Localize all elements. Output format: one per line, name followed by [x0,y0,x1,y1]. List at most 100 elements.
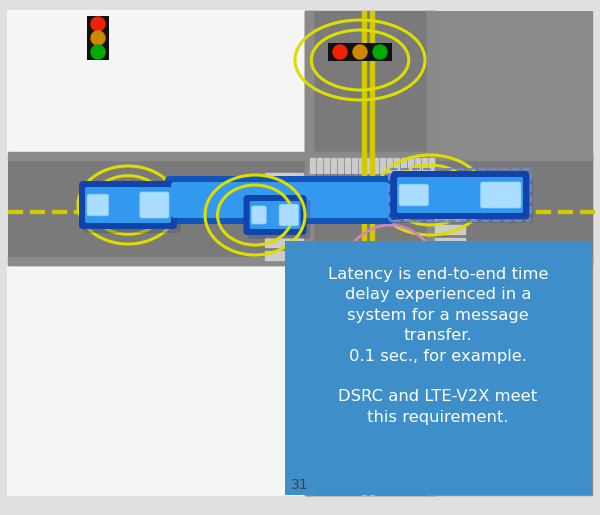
Bar [228,210,242,213]
Bar [317,248,322,263]
Circle shape [91,45,105,59]
Bar [52,210,66,213]
Bar [331,248,336,263]
Bar [338,248,343,263]
Bar [366,158,371,173]
Bar [345,158,350,173]
Bar [373,158,378,173]
Bar [265,225,303,234]
Circle shape [91,17,105,31]
Bar [305,11,313,495]
FancyBboxPatch shape [341,279,393,341]
Bar [362,11,366,495]
Bar [305,11,592,495]
FancyBboxPatch shape [279,204,299,226]
Bar [305,11,435,495]
FancyBboxPatch shape [349,323,385,334]
Circle shape [373,45,387,59]
FancyBboxPatch shape [344,282,396,345]
Bar [265,238,303,247]
Bar [265,199,303,208]
Bar [8,155,592,265]
Circle shape [333,45,347,59]
Bar [394,158,399,173]
Bar [435,199,465,208]
FancyBboxPatch shape [395,175,533,223]
Bar [380,158,385,173]
FancyBboxPatch shape [83,185,181,233]
Bar [492,210,506,213]
FancyBboxPatch shape [399,184,428,206]
Bar [265,212,303,221]
Bar [435,173,465,182]
Bar [359,158,364,173]
FancyBboxPatch shape [165,176,395,224]
Bar [285,241,592,495]
Bar [558,210,572,213]
Bar [324,248,329,263]
Bar [331,158,336,173]
Bar [328,43,392,61]
Bar [324,158,329,173]
Bar [140,210,154,213]
Bar [272,210,286,213]
Bar [8,265,305,495]
Bar [435,225,465,234]
Bar [360,210,374,213]
FancyBboxPatch shape [79,181,177,229]
FancyBboxPatch shape [251,206,266,224]
Bar [184,210,198,213]
Bar [435,238,465,247]
FancyBboxPatch shape [244,195,307,235]
Bar [380,248,385,263]
Bar [345,248,350,263]
Bar [426,210,440,213]
Bar [310,158,315,173]
Bar [373,248,378,263]
Bar [352,158,357,173]
Bar [162,210,176,213]
Bar [427,11,435,495]
Bar [435,212,465,221]
Bar [30,210,44,213]
Bar [352,248,357,263]
FancyBboxPatch shape [171,182,389,218]
Bar [401,158,406,173]
Bar [448,210,462,213]
Bar [87,16,109,60]
Circle shape [91,31,105,45]
Bar [316,210,330,213]
FancyBboxPatch shape [140,192,169,218]
Bar [404,210,418,213]
Bar [338,158,343,173]
Bar [359,248,364,263]
Bar [74,210,88,213]
Text: Latency is end-to-end time
delay experienced in a
system for a message
transfer.: Latency is end-to-end time delay experie… [328,267,548,425]
Bar [408,248,413,263]
Bar [514,210,528,213]
Bar [387,158,392,173]
Bar [382,210,396,213]
Bar [250,210,264,213]
Bar [310,248,315,263]
Bar [8,11,305,155]
Bar [206,210,220,213]
Bar [435,251,465,260]
Bar [408,158,413,173]
Bar [415,248,420,263]
Bar [265,186,303,195]
Bar [96,210,110,213]
FancyBboxPatch shape [87,194,109,216]
Bar [422,158,427,173]
FancyBboxPatch shape [250,201,301,229]
Bar [435,186,465,195]
FancyBboxPatch shape [391,171,529,219]
Bar [8,152,592,160]
Bar [294,210,308,213]
Text: 31: 31 [291,478,309,492]
Bar [415,158,420,173]
Bar [338,210,352,213]
Bar [470,210,484,213]
FancyBboxPatch shape [349,286,385,300]
FancyBboxPatch shape [85,187,171,223]
